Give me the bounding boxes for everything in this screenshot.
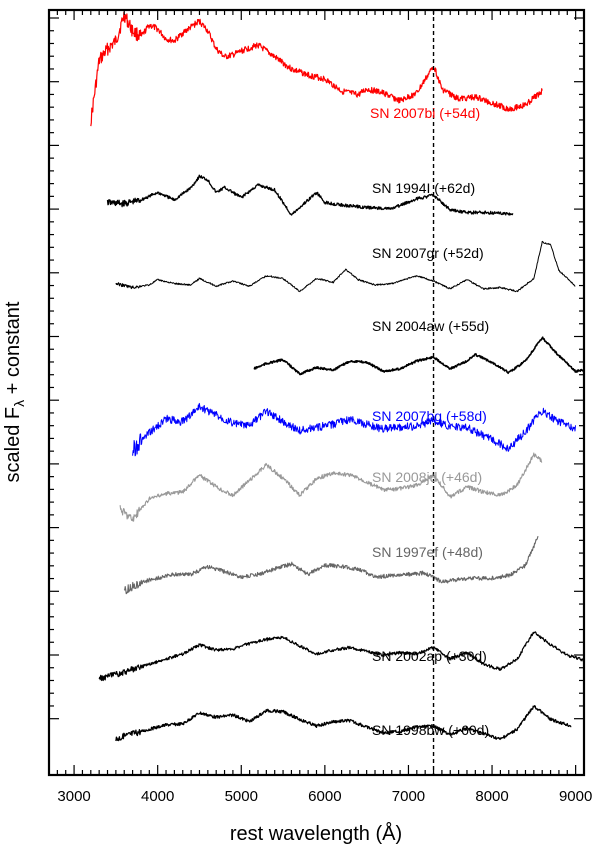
spectrum-label-8: SN 1998bw (+60d) <box>372 722 489 738</box>
y-axis-title-main: scaled F <box>2 407 24 483</box>
x-tick-label: 9000 <box>559 788 592 805</box>
spectrum-line-7 <box>98 631 585 682</box>
spectrum-line-2 <box>115 240 576 293</box>
spectrum-label-1: SN 1994I (+62d) <box>372 180 475 196</box>
spectrum-line-8 <box>115 705 572 742</box>
x-tick-label: 4000 <box>141 788 174 805</box>
spectrum-line-1 <box>106 174 514 216</box>
spectrum-line-0 <box>90 11 543 127</box>
spectrum-labels: SN 2007bi (+54d) SN 1994I (+62d) SN 2007gr… <box>370 105 489 738</box>
spectrum-label-0: SN 2007bi (+54d) <box>370 105 480 121</box>
x-tick-labels: 3000 4000 5000 6000 7000 8000 9000 <box>57 788 592 805</box>
spectrum-label-4: SN 2007bg (+58d) <box>372 408 487 424</box>
plot-frame <box>47 8 586 777</box>
x-axis-title: rest wavelength (Å) <box>230 822 402 844</box>
x-tick-label: 8000 <box>475 788 508 805</box>
axis-ticks <box>49 10 585 775</box>
spectrum-label-7: SN 2002ap (+30d) <box>372 648 487 664</box>
x-tick-label: 3000 <box>57 788 90 805</box>
x-tick-label: 5000 <box>225 788 258 805</box>
x-tick-label: 7000 <box>392 788 425 805</box>
spectrum-label-5: SN 2008jd (+46d) <box>372 469 482 485</box>
spectrum-label-3: SN 2004aw (+55d) <box>372 318 489 334</box>
spectrum-line-5 <box>119 452 543 522</box>
y-axis-title-tail: + constant <box>2 301 24 400</box>
spectrum-line-3 <box>253 336 585 376</box>
spectra-series-layer <box>90 11 585 742</box>
spectrum-line-6 <box>123 535 539 595</box>
y-axis-title: scaled Fλ + constant <box>2 301 27 482</box>
spectrum-line-4 <box>132 402 576 457</box>
y-axis-title-subscript: λ <box>11 400 27 407</box>
spectrum-label-6: SN 1997ef (+48d) <box>372 544 483 560</box>
spectrum-label-2: SN 2007gr (+52d) <box>372 245 484 261</box>
x-tick-label: 6000 <box>308 788 341 805</box>
